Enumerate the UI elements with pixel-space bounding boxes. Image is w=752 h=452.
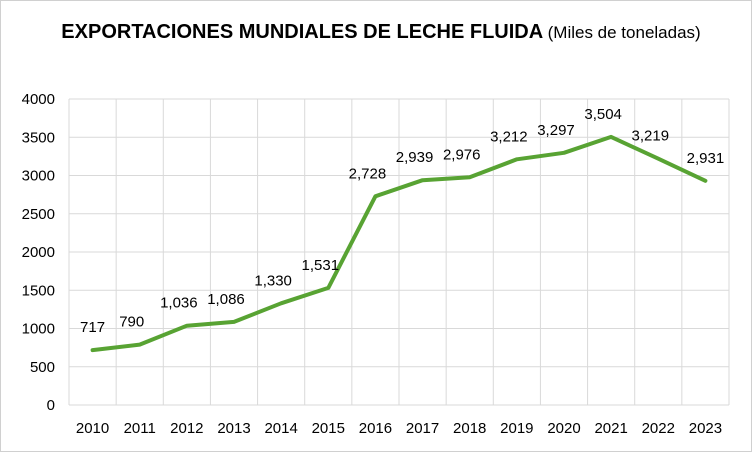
data-label: 1,330 bbox=[254, 272, 292, 289]
chart-title-block: EXPORTACIONES MUNDIALES DE LECHE FLUIDA … bbox=[61, 17, 701, 49]
x-tick-label: 2014 bbox=[264, 420, 297, 437]
y-tick-label: 3000 bbox=[22, 168, 55, 185]
data-label: 3,212 bbox=[490, 128, 528, 145]
y-tick-label: 1000 bbox=[22, 321, 55, 338]
x-tick-label: 2020 bbox=[547, 420, 580, 437]
data-label: 2,939 bbox=[396, 149, 434, 166]
y-tick-label: 2000 bbox=[22, 244, 55, 261]
data-label: 1,036 bbox=[160, 295, 198, 312]
series-line-group bbox=[90, 134, 708, 353]
data-label: 2,728 bbox=[349, 165, 387, 182]
x-tick-label: 2012 bbox=[170, 420, 203, 437]
data-label: 2,976 bbox=[443, 146, 481, 163]
x-tick-label: 2018 bbox=[453, 420, 486, 437]
y-tick-label: 500 bbox=[30, 359, 55, 376]
x-tick-label: 2023 bbox=[689, 420, 722, 437]
data-label: 1,086 bbox=[207, 291, 245, 308]
y-axis-ticks: 0 500 1000 1500 2000 2500 3000 3500 4000 bbox=[22, 91, 55, 414]
data-label: 3,297 bbox=[537, 122, 575, 139]
y-tick-label: 3500 bbox=[22, 129, 55, 146]
data-label: 3,219 bbox=[632, 128, 670, 145]
chart-title: EXPORTACIONES MUNDIALES DE LECHE FLUIDA bbox=[61, 21, 544, 43]
y-tick-label: 4000 bbox=[22, 91, 55, 108]
data-label: 717 bbox=[80, 319, 105, 336]
y-tick-label: 2500 bbox=[22, 206, 55, 223]
data-label: 3,504 bbox=[584, 106, 622, 123]
x-tick-label: 2010 bbox=[76, 420, 109, 437]
chart-subtitle: (Miles de toneladas) bbox=[547, 23, 701, 42]
x-tick-label: 2011 bbox=[124, 420, 156, 437]
x-tick-label: 2022 bbox=[642, 420, 675, 437]
y-tick-label: 0 bbox=[47, 397, 55, 414]
y-tick-label: 1500 bbox=[22, 282, 55, 299]
x-tick-label: 2021 bbox=[594, 420, 627, 437]
data-label: 2,931 bbox=[687, 150, 725, 167]
x-tick-label: 2015 bbox=[312, 420, 345, 437]
data-label: 1,531 bbox=[302, 257, 340, 274]
data-labels: 717 790 1,036 1,086 1,330 1,531 2,728 2,939 2,97… bbox=[80, 106, 724, 336]
x-tick-label: 2017 bbox=[406, 420, 439, 437]
data-label: 790 bbox=[119, 314, 144, 331]
x-tick-label: 2016 bbox=[359, 420, 392, 437]
x-axis-ticks: 2010 2011 2012 2013 2014 2015 2016 2017 2018 2019… bbox=[76, 420, 722, 437]
x-tick-label: 2013 bbox=[217, 420, 250, 437]
x-tick-label: 2019 bbox=[500, 420, 533, 437]
series-line bbox=[90, 134, 708, 353]
